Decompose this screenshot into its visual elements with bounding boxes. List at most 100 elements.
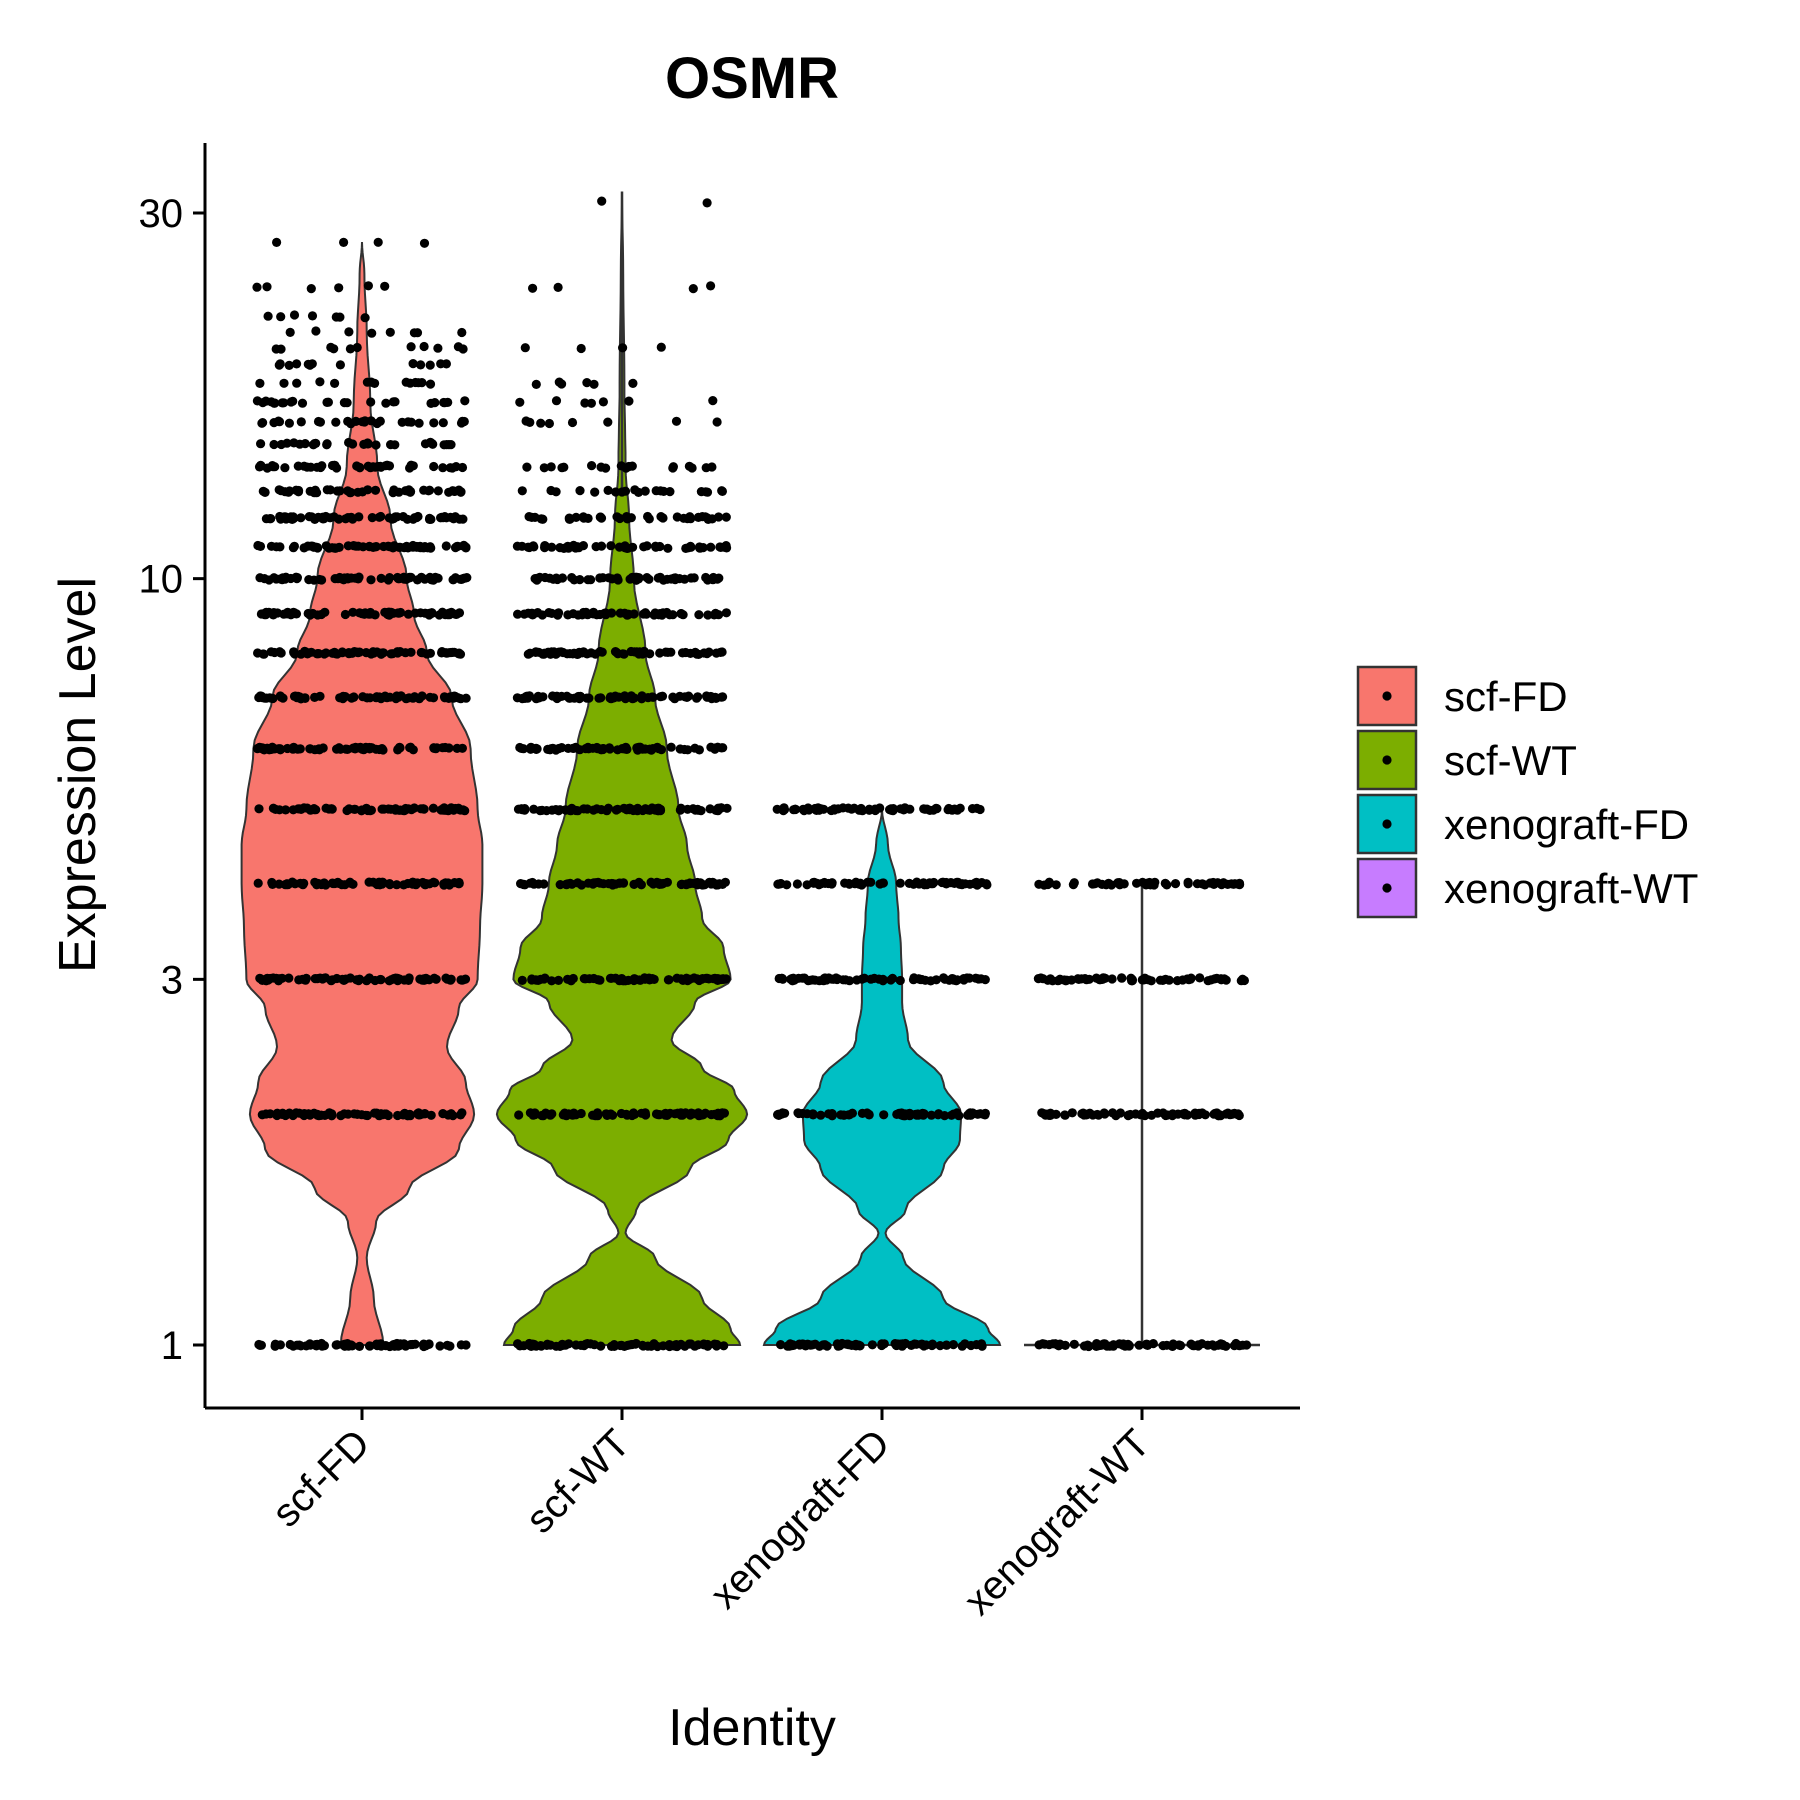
data-point (557, 379, 567, 389)
data-point (699, 648, 709, 658)
data-point (312, 880, 322, 890)
legend-label-xenograft-WT: xenograft-WT (1444, 865, 1698, 912)
data-point (386, 804, 396, 814)
data-point (675, 691, 685, 701)
data-point (395, 647, 405, 657)
data-point (296, 417, 306, 427)
data-point (622, 511, 632, 522)
data-point (537, 514, 548, 524)
data-point (1095, 1340, 1105, 1350)
data-point (1233, 879, 1243, 889)
data-point (291, 1108, 301, 1118)
data-point (381, 398, 391, 408)
data-point (444, 693, 454, 704)
data-point (713, 803, 723, 813)
data-point (309, 575, 319, 585)
x-axis-title: Identity (668, 1699, 836, 1757)
data-point (676, 879, 686, 890)
data-point (676, 609, 686, 619)
data-point (837, 1338, 847, 1349)
data-point (263, 311, 273, 321)
data-point (419, 341, 429, 352)
data-point (583, 575, 593, 585)
data-point (406, 805, 417, 815)
data-point (515, 397, 525, 407)
data-point (1123, 1111, 1133, 1121)
data-point (1069, 1339, 1079, 1349)
data-point (822, 975, 832, 985)
data-point (344, 804, 354, 814)
data-point (388, 608, 399, 618)
data-point (870, 805, 880, 816)
data-point (390, 397, 400, 407)
data-point (348, 607, 358, 617)
data-point (285, 327, 295, 337)
data-point (261, 610, 271, 620)
data-point (353, 574, 363, 584)
data-point (711, 648, 722, 658)
data-point (551, 1341, 561, 1351)
data-point (641, 609, 652, 619)
data-point (376, 573, 386, 584)
data-point (272, 237, 282, 247)
data-point (694, 1111, 704, 1121)
data-point (392, 512, 402, 522)
data-point (416, 572, 426, 582)
data-point (683, 745, 693, 755)
data-point (803, 803, 813, 813)
data-point (326, 342, 336, 352)
data-point (542, 1340, 552, 1350)
data-point (569, 648, 579, 658)
data-point (293, 461, 303, 471)
data-point (413, 1108, 423, 1119)
data-point (676, 803, 686, 813)
data-point (685, 512, 695, 522)
data-point (878, 976, 888, 986)
data-point (607, 878, 617, 889)
data-point (620, 543, 630, 553)
data-point (794, 1339, 805, 1349)
data-point (457, 462, 468, 473)
data-point (332, 463, 342, 473)
data-point (643, 805, 653, 815)
data-point (372, 418, 382, 429)
x-tick-label: scf-WT (518, 1421, 639, 1542)
data-point (559, 462, 569, 472)
data-point (365, 463, 376, 473)
data-point (408, 514, 418, 524)
data-point (438, 418, 448, 428)
data-point (948, 1340, 959, 1350)
data-point (844, 976, 855, 986)
data-point (701, 572, 711, 583)
data-point (575, 575, 585, 585)
data-point (299, 543, 309, 553)
data-point (712, 1339, 722, 1350)
data-point (406, 342, 416, 352)
data-point (319, 878, 329, 888)
data-point (980, 975, 990, 985)
data-point (255, 378, 265, 388)
data-point (456, 487, 466, 497)
data-point (691, 805, 701, 815)
data-point (307, 311, 318, 321)
data-point (442, 1340, 452, 1350)
data-point (327, 1111, 337, 1121)
data-point (254, 742, 265, 753)
data-point (420, 542, 430, 552)
data-point (875, 879, 885, 889)
data-point (315, 973, 325, 983)
data-point (276, 486, 286, 496)
data-point (657, 691, 668, 701)
data-point (1060, 1110, 1070, 1120)
data-point (666, 742, 676, 752)
data-point (319, 1341, 329, 1351)
data-point (329, 647, 340, 657)
data-point (347, 1341, 357, 1351)
data-point (374, 692, 384, 702)
data-point (1138, 877, 1148, 888)
data-point (457, 327, 467, 338)
data-point (553, 975, 564, 986)
data-point (579, 513, 589, 523)
data-point (372, 1108, 382, 1118)
data-point (427, 439, 437, 449)
